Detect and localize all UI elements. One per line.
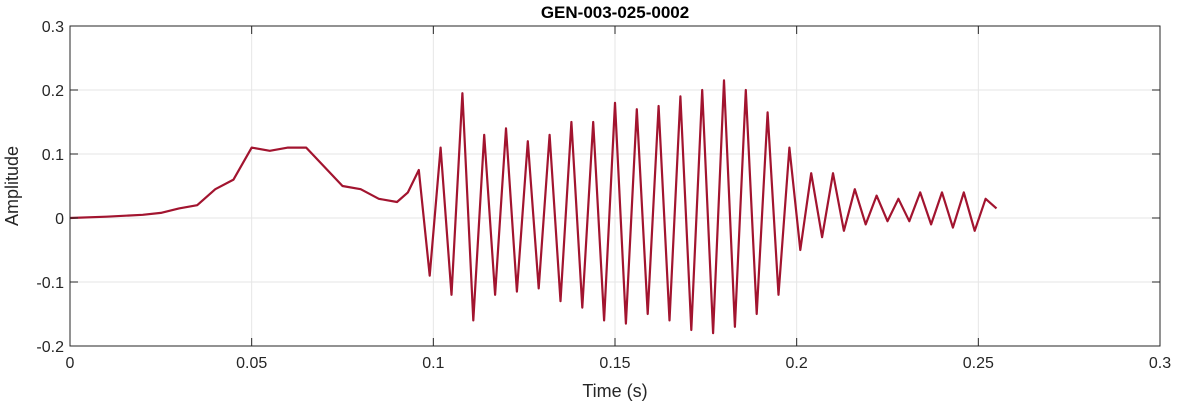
data-layer — [69, 79, 998, 335]
y-tick-label: 0.3 — [42, 19, 64, 36]
y-tick-label: -0.2 — [36, 339, 64, 356]
x-tick-label: 0.25 — [963, 355, 994, 372]
chart-title: GEN-003-025-0002 — [541, 3, 689, 22]
x-tick-label: 0.05 — [236, 355, 267, 372]
x-tick-label: 0.2 — [786, 355, 808, 372]
x-tick-label: 0.3 — [1149, 355, 1171, 372]
y-tick-label: 0.2 — [42, 83, 64, 100]
y-tick-label: 0.1 — [42, 147, 64, 164]
x-tick-label: 0.15 — [599, 355, 630, 372]
x-tick-label: 0.1 — [422, 355, 444, 372]
y-tick-label: -0.1 — [36, 275, 64, 292]
y-axis-label: Amplitude — [2, 146, 22, 226]
y-tick-label: 0 — [55, 211, 64, 228]
x-tick-label: 0 — [66, 355, 75, 372]
x-axis-label: Time (s) — [582, 381, 647, 401]
series-line — [69, 79, 998, 335]
ticks: 0 0.05 0.1 0.15 0.2 0.25 0.3 -0.2 -0.1 0 0.1 0.2 0.3 — [36, 19, 1171, 372]
